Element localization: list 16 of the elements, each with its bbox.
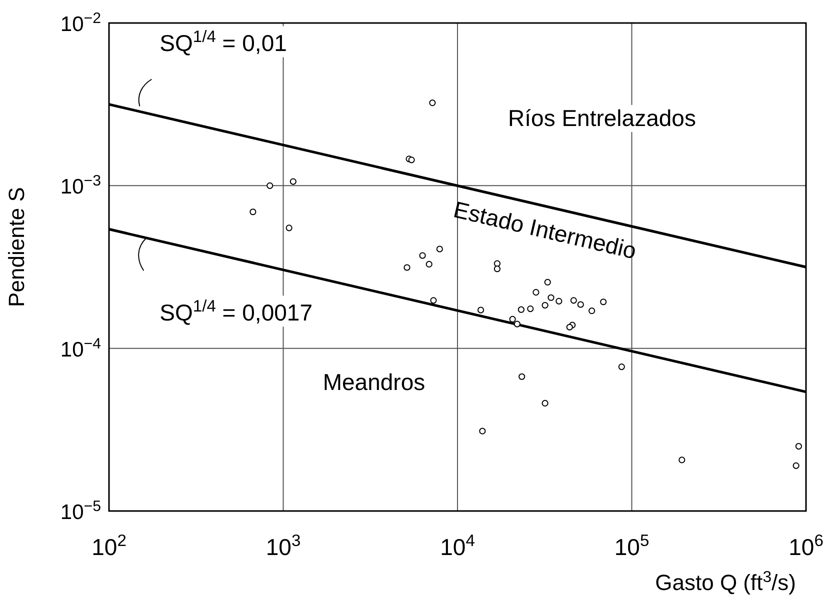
annotation: SQ$^{1/4}$ = 0,0017: [160, 296, 312, 326]
x-tick-label: 10$^{3}$: [266, 530, 301, 560]
annotation: Meandros: [322, 369, 426, 395]
annotation: Estado Intermedio: [451, 196, 639, 264]
y-tick-label: 10$^{−2}$: [60, 10, 101, 36]
y-tick-label: 10$^{−3}$: [60, 172, 101, 199]
x-tick-label: 10$^{5}$: [614, 530, 650, 560]
y-axis-title: Pendiente S: [4, 187, 29, 307]
y-tick-label: 10$^{−5}$: [60, 498, 101, 524]
x-tick-label: 10$^{4}$: [440, 530, 475, 560]
x-tick-label: 10$^{2}$: [92, 530, 126, 560]
x-axis-title: Gasto Q (ft$^{3}$/s): [655, 568, 796, 595]
y-tick-label: 10$^{−4}$: [60, 334, 101, 362]
annotation: Ríos Entrelazados: [508, 105, 696, 131]
x-tick-label: 10$^{6}$: [788, 530, 824, 560]
annotation: SQ$^{1/4}$ = 0,01: [160, 26, 287, 56]
